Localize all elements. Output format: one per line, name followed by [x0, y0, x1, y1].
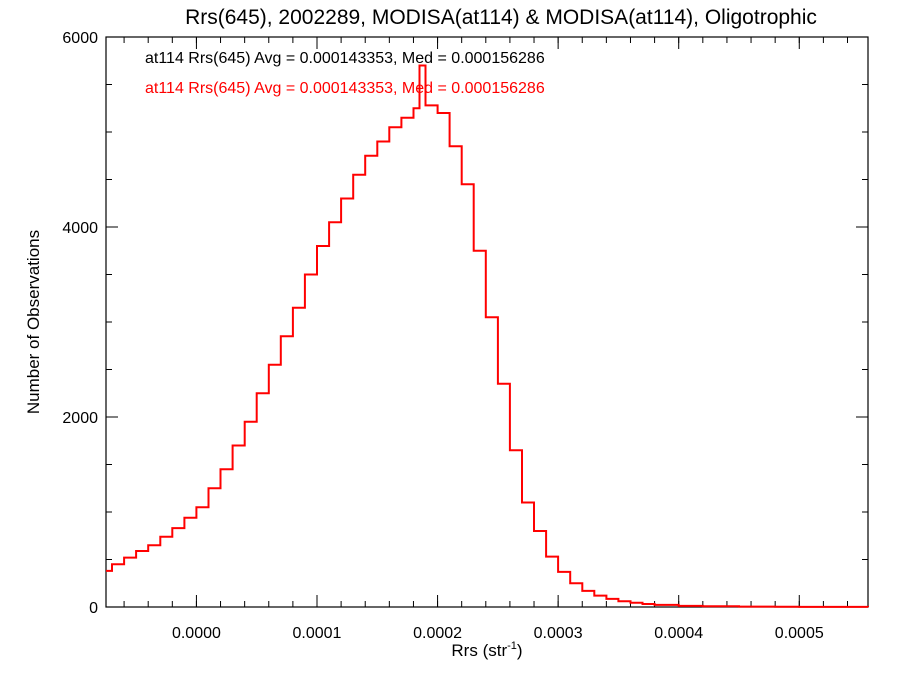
x-tick-label: 0.0001 — [293, 625, 342, 642]
y-tick-label: 0 — [89, 600, 98, 617]
axis-ticks — [106, 36, 868, 608]
x-tick-label: 0.0005 — [775, 625, 824, 642]
plot-frame — [105, 36, 869, 608]
histogram-line — [106, 64, 869, 608]
x-tick-label: 0.0000 — [172, 625, 221, 642]
tick-labels: 0.0000 0.0001 0.0002 0.0003 0.0004 0.0005 0 200… — [62, 30, 823, 642]
annotation-avg-med-black: at114 Rrs(645) Avg = 0.000143353, Med = … — [145, 50, 545, 67]
annotation-avg-med-red: at114 Rrs(645) Avg = 0.000143353, Med = … — [145, 80, 545, 97]
y-tick-label: 4000 — [62, 220, 98, 237]
x-tick-label: 0.0002 — [413, 625, 462, 642]
x-tick-label: 0.0003 — [534, 625, 583, 642]
y-tick-label: 2000 — [62, 410, 98, 427]
y-tick-label: 6000 — [62, 30, 98, 47]
x-axis-label: Rrs (str-1) — [451, 640, 522, 660]
y-axis-label: Number of Observations — [24, 230, 43, 414]
x-tick-label: 0.0004 — [654, 625, 703, 642]
chart-title: Rrs(645), 2002289, MODISA(at114) & MODIS… — [185, 6, 817, 29]
